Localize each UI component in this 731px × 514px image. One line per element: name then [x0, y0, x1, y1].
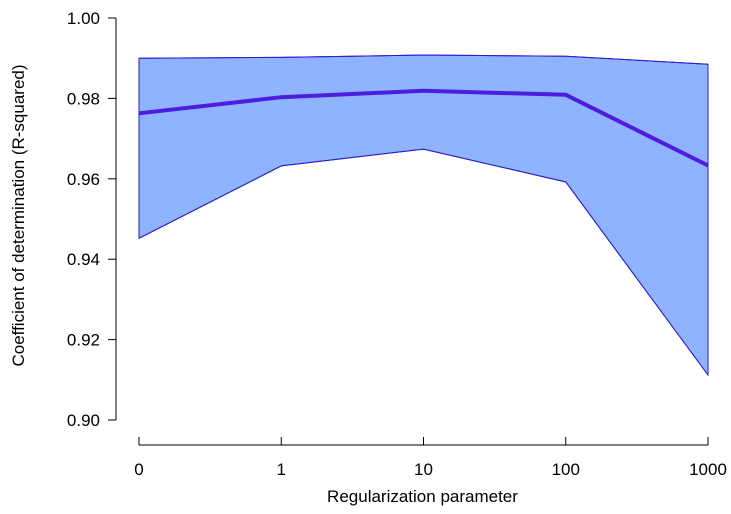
x-tick-label: 0 — [134, 460, 143, 479]
band-lower-edge — [138, 148, 709, 376]
x-tick-label: 1000 — [689, 460, 727, 479]
y-axis: 0.90 0.92 0.94 0.96 0.98 1.00 — [67, 9, 117, 430]
y-ticks: 0.90 0.92 0.94 0.96 0.98 1.00 — [67, 9, 116, 430]
y-tick-label: 0.96 — [67, 170, 100, 189]
band-upper-edge — [138, 54, 709, 65]
mean-line — [138, 88, 709, 168]
y-tick-label: 0.94 — [67, 250, 100, 269]
y-tick-label: 0.98 — [67, 89, 100, 108]
x-axis-title: Regularization parameter — [327, 487, 518, 506]
plot-area — [138, 54, 709, 377]
x-tick-label: 100 — [552, 460, 580, 479]
x-ticks: 0 1 10 100 1000 — [134, 437, 727, 479]
x-tick-label: 10 — [414, 460, 433, 479]
y-tick-label: 0.90 — [67, 411, 100, 430]
x-tick-label: 1 — [277, 460, 286, 479]
y-axis-title: Coefficient of determination (R-squared) — [9, 64, 28, 366]
y-tick-label: 1.00 — [67, 9, 100, 28]
x-axis: 0 1 10 100 1000 — [134, 437, 727, 479]
y-tick-label: 0.92 — [67, 331, 100, 350]
